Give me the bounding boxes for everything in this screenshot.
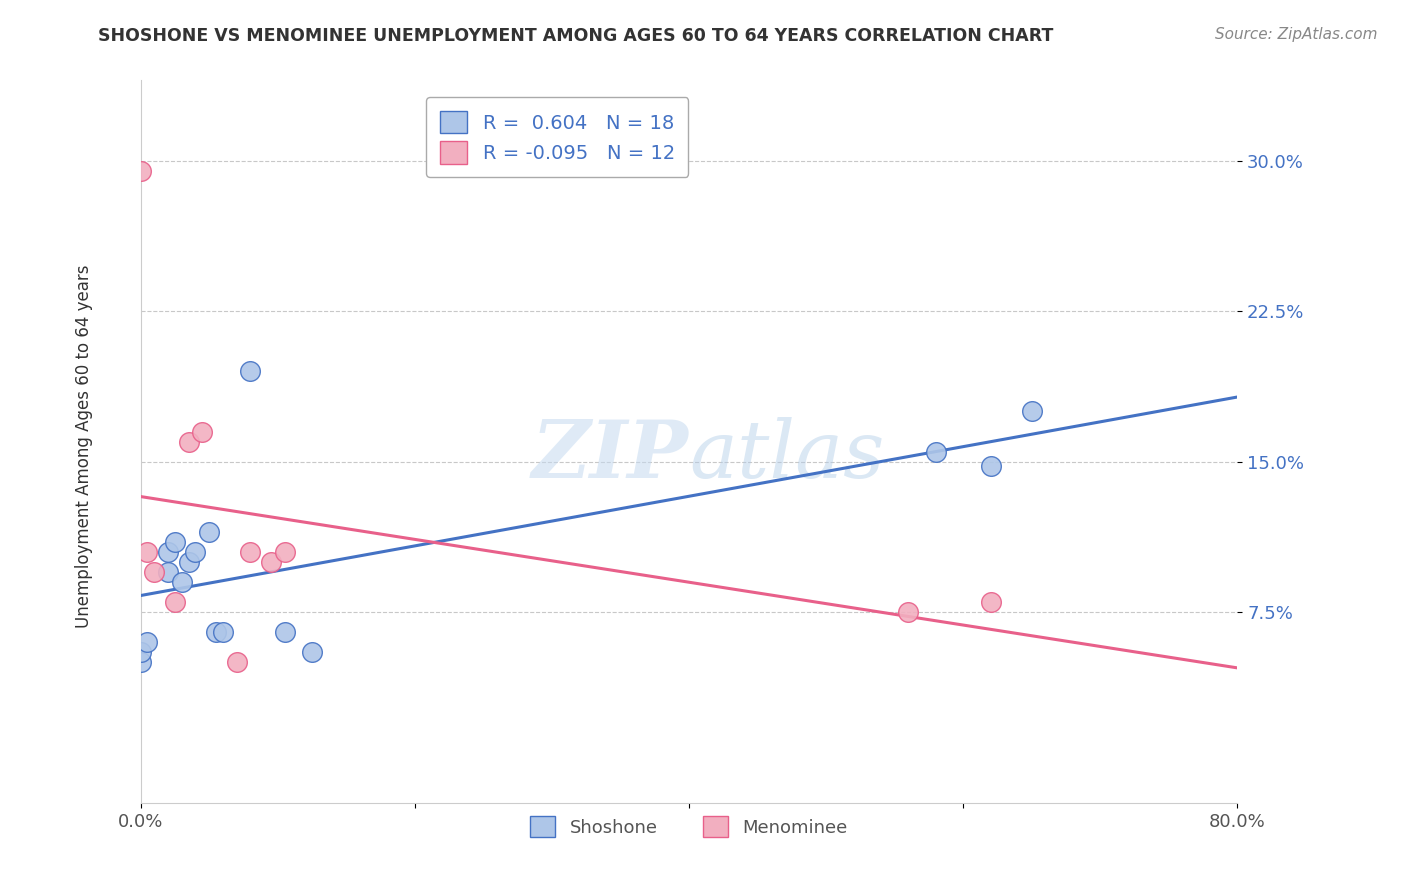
Point — [157, 545, 180, 559]
Point — [1021, 404, 1043, 418]
Point — [925, 444, 948, 458]
Point — [198, 524, 221, 539]
Point — [211, 625, 233, 640]
Point — [136, 545, 159, 559]
Point — [170, 575, 193, 590]
Point — [177, 555, 200, 569]
Point — [205, 625, 228, 640]
Point — [273, 625, 295, 640]
Legend: Shoshone, Menominee: Shoshone, Menominee — [523, 809, 855, 845]
Point — [129, 163, 152, 178]
Point — [136, 635, 159, 649]
Point — [157, 565, 180, 579]
Point — [184, 545, 207, 559]
Point — [191, 425, 214, 439]
Text: Unemployment Among Ages 60 to 64 years: Unemployment Among Ages 60 to 64 years — [76, 264, 93, 628]
Point — [273, 545, 295, 559]
Point — [239, 545, 262, 559]
Point — [980, 458, 1002, 473]
Text: ZIP: ZIP — [531, 417, 689, 495]
Text: Source: ZipAtlas.com: Source: ZipAtlas.com — [1215, 27, 1378, 42]
Point — [239, 364, 262, 378]
Point — [129, 655, 152, 669]
Point — [301, 645, 323, 659]
Point — [163, 535, 186, 549]
Text: SHOSHONE VS MENOMINEE UNEMPLOYMENT AMONG AGES 60 TO 64 YEARS CORRELATION CHART: SHOSHONE VS MENOMINEE UNEMPLOYMENT AMONG… — [98, 27, 1053, 45]
Text: atlas: atlas — [689, 417, 884, 495]
Point — [897, 605, 920, 619]
Point — [163, 595, 186, 609]
Point — [225, 655, 247, 669]
Point — [260, 555, 283, 569]
Point — [143, 565, 166, 579]
Point — [177, 434, 200, 449]
Point — [129, 645, 152, 659]
Point — [980, 595, 1002, 609]
